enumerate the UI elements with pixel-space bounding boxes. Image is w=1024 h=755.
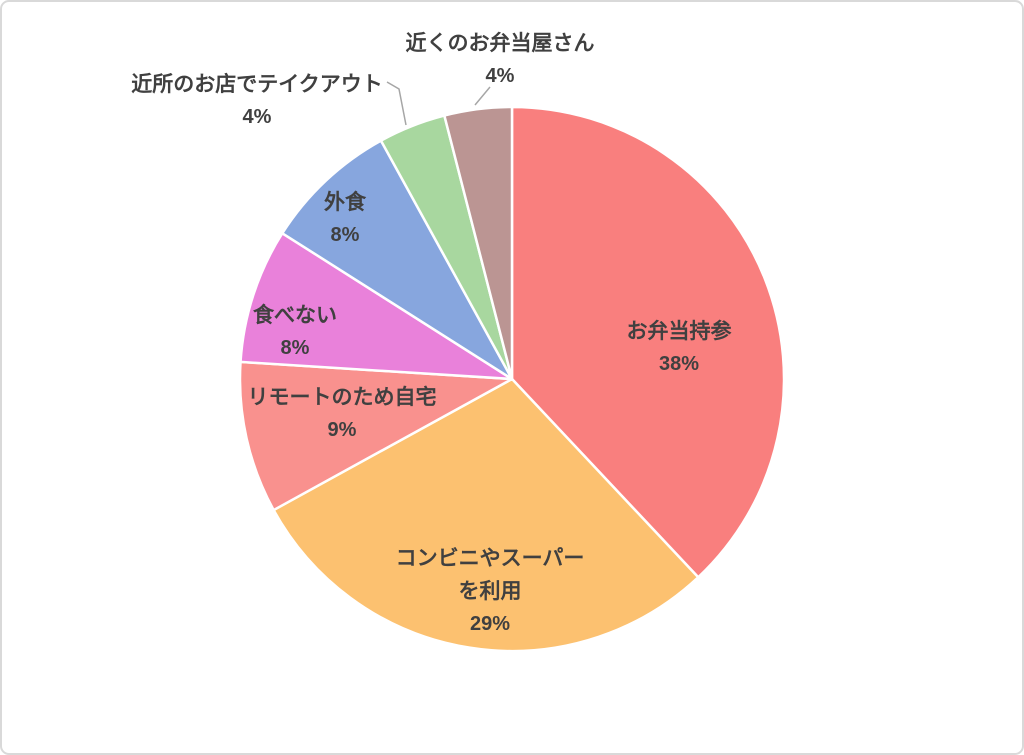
pie-slice-3 (239, 232, 514, 381)
pie-slice-0 (510, 105, 786, 579)
pie-slice-1 (272, 377, 700, 653)
leader-line-5 (386, 81, 407, 126)
pie-slice-4 (281, 139, 514, 381)
leader-line-6 (474, 86, 491, 106)
pie-slice-6 (443, 105, 514, 381)
pie-slice-2 (238, 360, 514, 512)
